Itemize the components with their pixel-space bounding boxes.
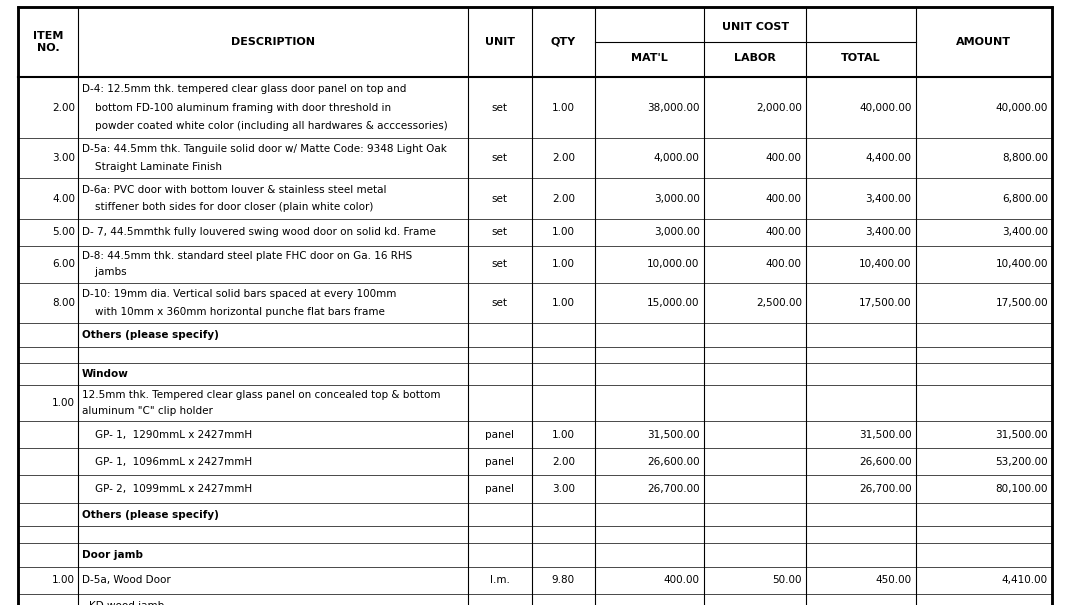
Text: 2,000.00: 2,000.00 <box>756 102 802 113</box>
Text: 50.00: 50.00 <box>772 575 802 586</box>
Text: D-5a, Wood Door: D-5a, Wood Door <box>82 575 170 586</box>
Text: Straight Laminate Finish: Straight Laminate Finish <box>82 162 222 172</box>
Text: UNIT COST: UNIT COST <box>722 22 789 31</box>
Text: panel: panel <box>486 457 514 467</box>
Text: 17,500.00: 17,500.00 <box>858 298 912 308</box>
Text: QTY: QTY <box>551 37 576 47</box>
Text: Window: Window <box>82 370 129 379</box>
Text: 3,400.00: 3,400.00 <box>1002 227 1048 237</box>
Text: 450.00: 450.00 <box>875 575 912 586</box>
Text: aluminum "C" clip holder: aluminum "C" clip holder <box>82 406 213 416</box>
Text: 40,000.00: 40,000.00 <box>859 102 912 113</box>
Text: jambs: jambs <box>82 267 127 277</box>
Text: 8.00: 8.00 <box>52 298 75 308</box>
Text: panel: panel <box>486 430 514 440</box>
Text: 10,400.00: 10,400.00 <box>859 260 912 269</box>
Text: set: set <box>492 153 508 163</box>
Text: 26,600.00: 26,600.00 <box>646 457 700 467</box>
Text: GP- 1,  1096mmL x 2427mmH: GP- 1, 1096mmL x 2427mmH <box>82 457 252 467</box>
Text: 26,600.00: 26,600.00 <box>858 457 912 467</box>
Text: 400.00: 400.00 <box>766 153 802 163</box>
Text: 1.00: 1.00 <box>52 575 75 586</box>
Text: 26,700.00: 26,700.00 <box>858 484 912 494</box>
Text: GP- 1,  1290mmL x 2427mmH: GP- 1, 1290mmL x 2427mmH <box>82 430 252 440</box>
Text: 9.80: 9.80 <box>552 575 575 586</box>
Text: 10,400.00: 10,400.00 <box>996 260 1048 269</box>
Text: D-6a: PVC door with bottom louver & stainless steel metal: D-6a: PVC door with bottom louver & stai… <box>82 185 387 195</box>
Text: 400.00: 400.00 <box>766 227 802 237</box>
Text: 4,400.00: 4,400.00 <box>866 153 912 163</box>
Text: panel: panel <box>486 484 514 494</box>
Text: 2,500.00: 2,500.00 <box>756 298 802 308</box>
Text: 3,000.00: 3,000.00 <box>654 227 700 237</box>
Text: 3,400.00: 3,400.00 <box>866 227 912 237</box>
Text: 53,200.00: 53,200.00 <box>996 457 1048 467</box>
Text: set: set <box>492 260 508 269</box>
Text: DESCRIPTION: DESCRIPTION <box>231 37 315 47</box>
Text: Others (please specify): Others (please specify) <box>82 330 218 340</box>
Text: LABOR: LABOR <box>734 53 775 63</box>
Text: 31,500.00: 31,500.00 <box>858 430 912 440</box>
Text: 80,100.00: 80,100.00 <box>996 484 1048 494</box>
Text: D- 7, 44.5mmthk fully louvered swing wood door on solid kd. Frame: D- 7, 44.5mmthk fully louvered swing woo… <box>82 227 436 237</box>
Text: set: set <box>492 102 508 113</box>
Text: AMOUNT: AMOUNT <box>956 37 1012 47</box>
Text: 8,800.00: 8,800.00 <box>1002 153 1048 163</box>
Text: powder coated white color (including all hardwares & acccessories): powder coated white color (including all… <box>82 121 447 131</box>
Text: Door jamb: Door jamb <box>82 550 143 560</box>
Text: GP- 2,  1099mmL x 2427mmH: GP- 2, 1099mmL x 2427mmH <box>82 484 252 494</box>
Text: 1.00: 1.00 <box>552 102 575 113</box>
Text: D-4: 12.5mm thk. tempered clear glass door panel on top and: D-4: 12.5mm thk. tempered clear glass do… <box>82 84 407 94</box>
Text: 31,500.00: 31,500.00 <box>646 430 700 440</box>
Text: 1.00: 1.00 <box>552 430 575 440</box>
Text: D-10: 19mm dia. Vertical solid bars spaced at every 100mm: D-10: 19mm dia. Vertical solid bars spac… <box>82 289 396 299</box>
Text: 2.00: 2.00 <box>52 102 75 113</box>
Text: 2.00: 2.00 <box>552 153 575 163</box>
Text: 15,000.00: 15,000.00 <box>648 298 700 308</box>
Text: set: set <box>492 194 508 203</box>
Text: stiffener both sides for door closer (plain white color): stiffener both sides for door closer (pl… <box>82 202 374 212</box>
Text: Others (please specify): Others (please specify) <box>82 509 218 520</box>
Text: 3,400.00: 3,400.00 <box>866 194 912 203</box>
Text: 4,410.00: 4,410.00 <box>1002 575 1048 586</box>
Text: TOTAL: TOTAL <box>841 53 881 63</box>
Text: MAT'L: MAT'L <box>630 53 668 63</box>
Text: 31,500.00: 31,500.00 <box>996 430 1048 440</box>
Text: 1.00: 1.00 <box>552 227 575 237</box>
Text: UNIT: UNIT <box>485 37 514 47</box>
Text: set: set <box>492 298 508 308</box>
Text: 3.00: 3.00 <box>52 153 75 163</box>
Text: 40,000.00: 40,000.00 <box>996 102 1048 113</box>
Text: 2.00: 2.00 <box>552 194 575 203</box>
Text: D-5a: 44.5mm thk. Tanguile solid door w/ Matte Code: 9348 Light Oak: D-5a: 44.5mm thk. Tanguile solid door w/… <box>82 145 447 154</box>
Text: - KD wood jamb: - KD wood jamb <box>82 601 164 605</box>
Text: 6,800.00: 6,800.00 <box>1002 194 1048 203</box>
Text: 26,700.00: 26,700.00 <box>646 484 700 494</box>
Text: 1.00: 1.00 <box>552 260 575 269</box>
Text: 38,000.00: 38,000.00 <box>648 102 700 113</box>
Text: l.m.: l.m. <box>490 575 510 586</box>
Text: bottom FD-100 aluminum framing with door threshold in: bottom FD-100 aluminum framing with door… <box>82 102 391 113</box>
Text: 4,000.00: 4,000.00 <box>654 153 700 163</box>
Text: ITEM
NO.: ITEM NO. <box>33 31 63 53</box>
Text: 3.00: 3.00 <box>552 484 575 494</box>
Text: 10,000.00: 10,000.00 <box>648 260 700 269</box>
Text: 1.00: 1.00 <box>52 398 75 408</box>
Text: with 10mm x 360mm horizontal punche flat bars frame: with 10mm x 360mm horizontal punche flat… <box>82 307 384 316</box>
Text: 12.5mm thk. Tempered clear glass panel on concealed top & bottom: 12.5mm thk. Tempered clear glass panel o… <box>82 390 441 401</box>
Text: 400.00: 400.00 <box>766 194 802 203</box>
Text: 1.00: 1.00 <box>552 298 575 308</box>
Text: 4.00: 4.00 <box>52 194 75 203</box>
Text: 17,500.00: 17,500.00 <box>996 298 1048 308</box>
Text: 2.00: 2.00 <box>552 457 575 467</box>
Text: D-8: 44.5mm thk. standard steel plate FHC door on Ga. 16 RHS: D-8: 44.5mm thk. standard steel plate FH… <box>82 251 412 261</box>
Text: 6.00: 6.00 <box>52 260 75 269</box>
Text: 400.00: 400.00 <box>663 575 700 586</box>
Text: 5.00: 5.00 <box>52 227 75 237</box>
Text: set: set <box>492 227 508 237</box>
Text: 400.00: 400.00 <box>766 260 802 269</box>
Text: 3,000.00: 3,000.00 <box>654 194 700 203</box>
